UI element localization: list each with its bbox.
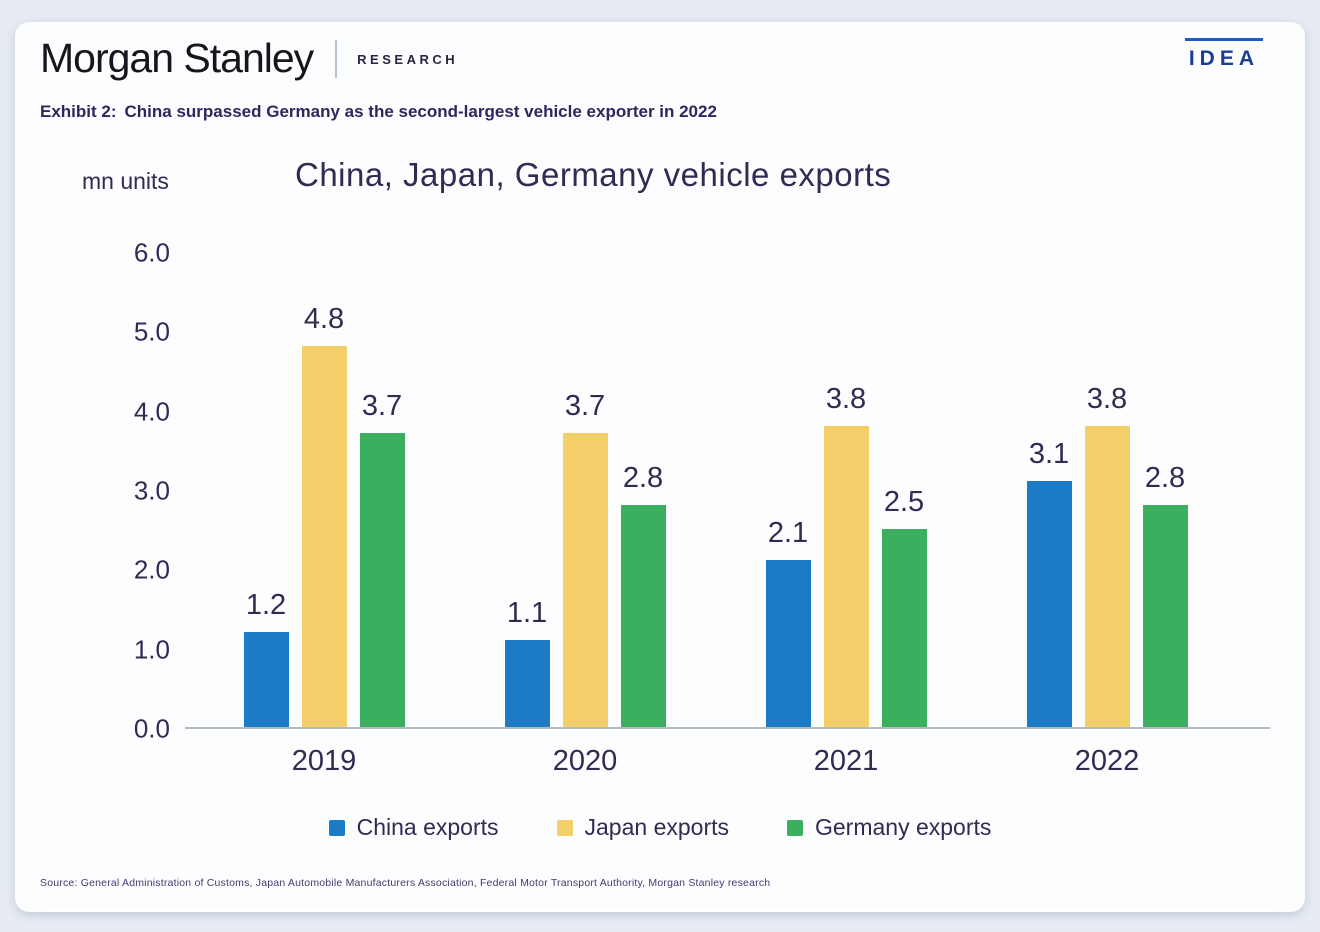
legend-swatch-icon <box>787 819 803 836</box>
bar-value-label: 2.8 <box>622 462 664 494</box>
bar-value-label: 3.8 <box>825 383 867 415</box>
bar-value-label: 3.8 <box>1086 383 1128 415</box>
x-tick-label-2020: 2020 <box>552 745 618 777</box>
bar-japan-2019: 4.8 <box>301 303 347 727</box>
plot-area: 1.2 4.8 3.7 1.1 3.7 2.8 2.1 3.8 2.5 3.1 3.8 2.8 <box>185 253 1270 729</box>
bar-china-2022: 3.1 <box>1026 438 1072 727</box>
source-note: Source: General Administration of Custom… <box>40 877 771 889</box>
bar-value-label: 3.7 <box>361 390 403 422</box>
bar-china-2019: 1.2 <box>243 589 289 727</box>
bar-group-2021: 2.1 3.8 2.5 <box>765 253 927 727</box>
bar-value-label: 1.2 <box>245 589 287 621</box>
chart-title: China, Japan, Germany vehicle exports <box>295 156 892 193</box>
y-tick-label: 4.0 <box>133 396 170 427</box>
x-tick-label-2021: 2021 <box>813 745 879 777</box>
bar-germany-2022: 2.8 <box>1142 462 1188 727</box>
bar-value-label: 2.8 <box>1144 462 1186 494</box>
exhibit-title: China surpassed Germany as the second-la… <box>124 102 717 121</box>
bar-value-label: 3.1 <box>1028 438 1070 470</box>
x-tick-label-2019: 2019 <box>291 745 357 777</box>
bottom-sliver <box>45 908 1275 912</box>
y-axis-units-label: mn units <box>82 168 169 194</box>
bar-group-2022: 3.1 3.8 2.8 <box>1026 253 1188 727</box>
legend-label: Germany exports <box>815 814 992 840</box>
bar-value-label: 3.7 <box>564 390 606 422</box>
bar-value-label: 2.5 <box>883 486 925 518</box>
idea-logo: IDEA <box>1184 38 1263 71</box>
exhibit-heading: Exhibit 2: China surpassed Germany as the… <box>40 102 717 122</box>
bar-japan-2021: 3.8 <box>823 383 869 727</box>
legend-item-germany: Germany exports <box>787 814 991 841</box>
y-tick-label: 2.0 <box>133 554 170 585</box>
y-tick-label: 6.0 <box>133 237 170 268</box>
header: Morgan Stanley RESEARCH <box>40 32 458 84</box>
y-tick-label: 3.0 <box>133 475 170 506</box>
legend-item-japan: Japan exports <box>556 814 729 841</box>
legend-label: China exports <box>356 814 499 840</box>
bar-value-label: 4.8 <box>303 303 345 335</box>
legend-label: Japan exports <box>584 814 729 840</box>
bar-germany-2020: 2.8 <box>620 462 666 727</box>
legend-item-china: China exports <box>328 814 499 841</box>
bar-value-label: 1.1 <box>506 597 548 629</box>
bar-value-label: 2.1 <box>767 517 809 549</box>
bar-japan-2020: 3.7 <box>562 390 608 727</box>
legend-swatch-icon <box>556 819 573 836</box>
division-label: RESEARCH <box>357 52 459 67</box>
exhibit-number: Exhibit 2: <box>40 102 117 121</box>
bar-china-2021: 2.1 <box>765 517 811 727</box>
report-card: Morgan Stanley RESEARCH IDEA Exhibit 2: C… <box>15 22 1305 912</box>
y-tick-label: 5.0 <box>133 316 170 347</box>
legend-swatch-icon <box>328 819 345 836</box>
brand-wordmark: Morgan Stanley <box>40 35 314 81</box>
brand-divider <box>335 40 338 78</box>
bar-group-2020: 1.1 3.7 2.8 <box>504 253 666 727</box>
chart-legend: China exports Japan exports Germany export… <box>15 814 1305 841</box>
y-tick-label: 1.0 <box>133 634 170 665</box>
bar-japan-2022: 3.8 <box>1084 383 1130 727</box>
bar-germany-2021: 2.5 <box>881 486 927 727</box>
bar-group-2019: 1.2 4.8 3.7 <box>243 253 405 727</box>
x-tick-label-2022: 2022 <box>1074 745 1140 777</box>
chart-plot: 6.0 5.0 4.0 3.0 2.0 1.0 0.0 1.2 4.8 3.7 1.1 3.7 2.8… <box>15 22 1305 912</box>
y-tick-label: 0.0 <box>133 713 170 744</box>
bar-china-2020: 1.1 <box>504 597 550 727</box>
bar-germany-2019: 3.7 <box>359 390 405 727</box>
